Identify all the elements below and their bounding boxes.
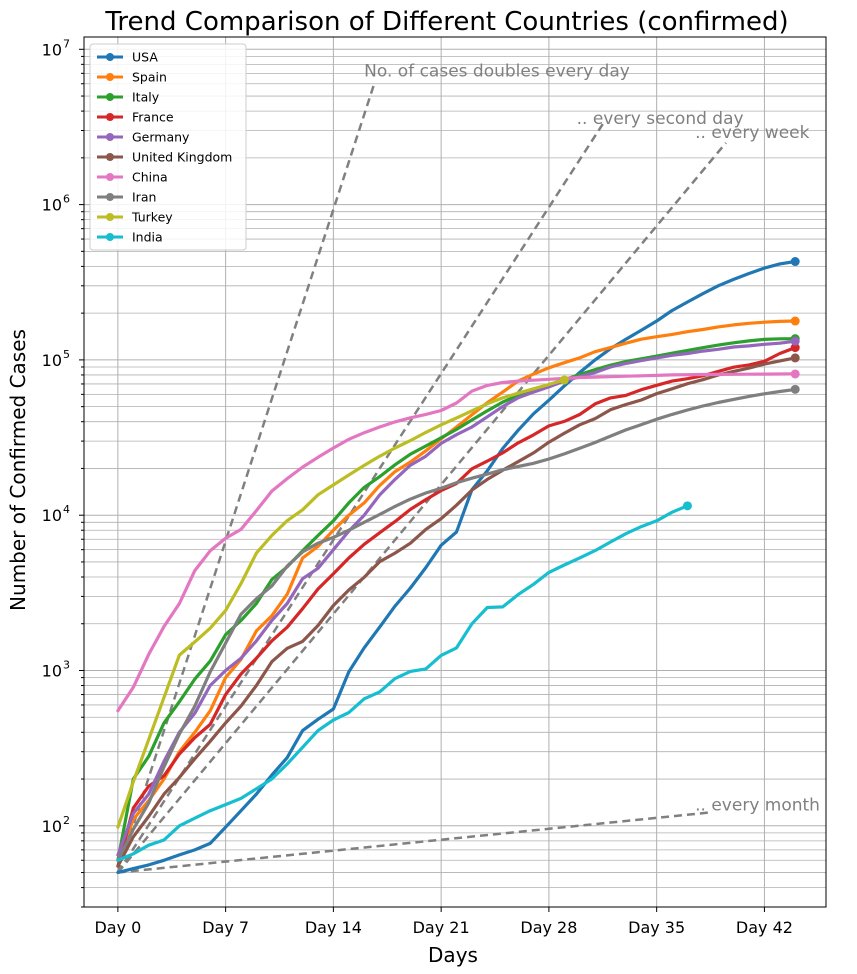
series-end-marker	[790, 353, 800, 363]
x-axis-label: Days	[428, 943, 478, 967]
x-tick-label: Day 42	[736, 918, 793, 937]
series-end-marker	[790, 343, 800, 353]
plot-area-frame	[83, 36, 827, 908]
y-tick-exponent: 5	[63, 348, 70, 361]
y-tick-exponent: 2	[63, 814, 70, 827]
legend-entry: China	[132, 170, 168, 185]
series-line-spain	[116, 319, 797, 862]
x-tick-label: Day 0	[94, 918, 141, 937]
reference-line-label: .. every month	[695, 796, 820, 816]
series-line-turkey	[116, 378, 566, 829]
legend-swatch-marker	[106, 133, 114, 141]
y-tick-label: 10	[42, 817, 62, 836]
reference-line-label: .. every second day	[577, 109, 744, 129]
y-tick-label: 10	[42, 196, 62, 215]
x-tick-label: Day 7	[202, 918, 249, 937]
reference-line	[116, 81, 377, 873]
series-lines	[116, 257, 800, 875]
reference-line-label: .. every week	[695, 123, 809, 143]
legend-entry: Italy	[132, 90, 160, 105]
series-end-marker	[790, 384, 800, 394]
legend-entry: USA	[132, 50, 158, 65]
y-tick-label: 10	[42, 661, 62, 680]
x-tick-label: Day 28	[520, 918, 577, 937]
legend-entry: Germany	[132, 130, 190, 145]
legend-swatch-marker	[106, 53, 114, 61]
y-axis-label: Number of Confirmed Cases	[6, 329, 30, 611]
x-tick-label: Day 35	[628, 918, 685, 937]
axis-ticks: Day 0 Day 7 Day 14 Day 21 Day 28 Day 35 Day 42…	[42, 37, 793, 937]
legend-entry: India	[132, 230, 163, 245]
series-end-marker	[790, 316, 800, 326]
series-end-marker	[790, 257, 800, 267]
legend-swatch-marker	[106, 73, 114, 81]
y-tick-exponent: 6	[63, 193, 70, 206]
reference-line-label: No. of cases doubles every day	[364, 61, 630, 81]
series-end-marker	[682, 501, 692, 511]
legend-swatch-marker	[106, 213, 114, 221]
legend-entry: United Kingdom	[132, 150, 232, 165]
legend-entry: Spain	[132, 70, 167, 85]
legend-entry: France	[132, 110, 174, 125]
series-end-marker	[790, 369, 800, 379]
chart-title: Trend Comparison of Different Countries …	[104, 7, 788, 37]
x-tick-label: Day 14	[305, 918, 362, 937]
legend-swatch-marker	[106, 173, 114, 181]
series-end-marker	[559, 375, 569, 385]
reference-line	[117, 811, 711, 874]
y-tick-label: 10	[42, 40, 62, 59]
y-tick-label: 10	[42, 351, 62, 370]
legend-swatch-marker	[106, 193, 114, 201]
series-line-united-kingdom	[116, 356, 797, 868]
series-line-india	[116, 504, 690, 862]
legend-swatch-marker	[106, 113, 114, 121]
legend-entry: Iran	[132, 190, 156, 205]
series-line-iran	[116, 387, 797, 862]
reference-line	[116, 141, 727, 874]
legend-box	[89, 43, 247, 251]
y-tick-exponent: 3	[63, 658, 70, 671]
x-tick-label: Day 21	[413, 918, 470, 937]
legend-swatch-marker	[106, 93, 114, 101]
y-tick-label: 10	[42, 506, 62, 525]
series-line-china	[116, 372, 797, 713]
series-end-marker	[790, 336, 800, 346]
reference-line	[116, 123, 604, 874]
legend-swatch-marker	[106, 153, 114, 161]
series-line-italy	[116, 337, 797, 862]
y-tick-exponent: 4	[63, 503, 70, 516]
legend-swatch-marker	[106, 233, 114, 241]
series-line-usa	[116, 259, 797, 875]
legend-entry: Turkey	[131, 210, 173, 225]
legend: USA Spain Italy France Germany United Kingdom…	[89, 43, 247, 251]
y-tick-exponent: 7	[63, 37, 70, 50]
grid	[84, 37, 826, 908]
series-line-germany	[116, 339, 797, 857]
reference-lines: No. of cases doubles every day .. every s…	[116, 61, 820, 874]
